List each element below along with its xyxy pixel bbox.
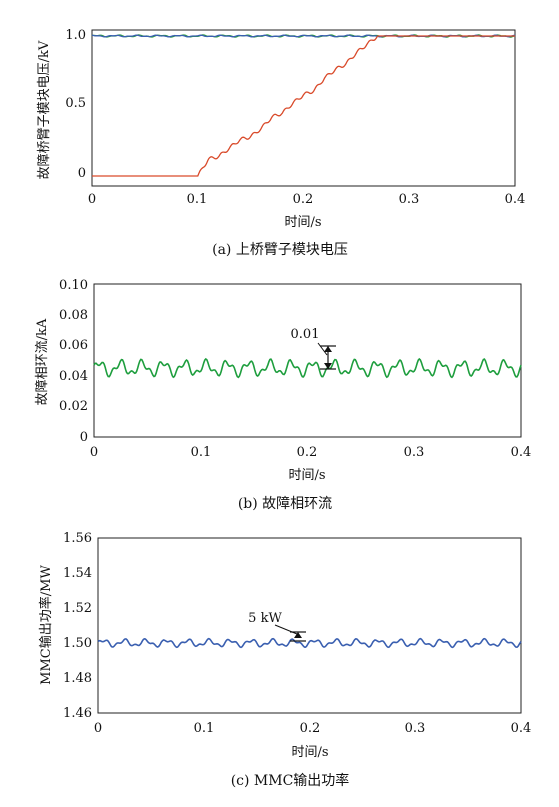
y-tick-a: 1.0 xyxy=(65,28,86,43)
x-tick-a: 0.2 xyxy=(293,192,314,207)
y-tick-b: 0.02 xyxy=(59,399,88,414)
x-tick-b: 0.1 xyxy=(191,445,212,460)
x-tick-a: 0 xyxy=(88,192,96,207)
plot-area-a xyxy=(91,29,516,187)
chart-b: 0.01 0 0.02 0.04 0.06 0.08 0.10 0 0.1 0.… xyxy=(35,278,531,512)
x-tick-a: 0.1 xyxy=(187,192,208,207)
y-tick-a: 0 xyxy=(78,166,86,181)
y-tick-c: 1.46 xyxy=(63,706,92,721)
y-tick-b: 0.08 xyxy=(59,308,88,323)
caption-b: (b) 故障相环流 xyxy=(238,496,332,512)
x-axis-label-a: 时间/s xyxy=(284,215,321,230)
y-tick-c: 1.48 xyxy=(63,671,92,686)
series-line-a-1 xyxy=(91,34,516,38)
y-tick-b: 0.10 xyxy=(59,278,88,293)
chart-a: 0 0.5 1.0 0 0.1 0.2 0.3 0.4 时间/s 故障桥臂子模块… xyxy=(37,28,525,258)
y-ticks-b: 0 0.02 0.04 0.06 0.08 0.10 xyxy=(59,278,88,445)
x-tick-a: 0.3 xyxy=(399,192,420,207)
annotation-b: 0.01 xyxy=(291,327,336,370)
x-axis-label-b: 时间/s xyxy=(288,468,325,483)
annotation-b-text: 0.01 xyxy=(291,327,320,342)
y-axis-label-a: 故障桥臂子模块电压/kV xyxy=(37,40,52,179)
y-tick-a: 0.5 xyxy=(65,96,86,111)
y-tick-c: 1.54 xyxy=(63,566,92,581)
chart-c: 5 kW 1.46 1.48 1.50 1.52 1.54 1.56 0 0.1… xyxy=(38,531,531,789)
x-tick-b: 0 xyxy=(90,445,98,460)
x-tick-b: 0.2 xyxy=(297,445,318,460)
x-ticks-c: 0 0.1 0.2 0.3 0.4 xyxy=(94,721,531,736)
series-group-c xyxy=(97,637,522,649)
annotation-b-arrowhead-bottom xyxy=(324,363,332,369)
x-tick-c: 0.4 xyxy=(511,721,532,736)
y-ticks-c: 1.46 1.48 1.50 1.52 1.54 1.56 xyxy=(63,531,92,721)
annotation-c-text: 5 kW xyxy=(248,611,282,626)
y-tick-b: 0 xyxy=(80,430,88,445)
plot-frame-a xyxy=(91,29,516,187)
series-line-c-0 xyxy=(97,637,522,649)
annotation-c: 5 kW xyxy=(248,611,306,642)
plot-frame-c xyxy=(97,537,522,714)
y-tick-c: 1.52 xyxy=(63,601,92,616)
annotation-c-leader xyxy=(274,624,298,635)
y-axis-label-c: MMC输出功率/MW xyxy=(38,565,54,685)
series-group-a xyxy=(91,34,516,177)
x-tick-a: 0.4 xyxy=(505,192,526,207)
x-tick-c: 0 xyxy=(94,721,102,736)
y-tick-b: 0.06 xyxy=(59,338,88,353)
x-tick-c: 0.1 xyxy=(194,721,215,736)
y-ticks-a: 0 0.5 1.0 xyxy=(65,28,86,181)
annotation-b-leader xyxy=(317,342,328,356)
x-axis-label-c: 时间/s xyxy=(291,745,328,760)
y-tick-c: 1.50 xyxy=(63,636,92,651)
caption-c: (c) MMC输出功率 xyxy=(231,772,350,789)
y-axis-label-b: 故障相环流/kA xyxy=(35,318,50,405)
annotation-b-arrowhead-top xyxy=(324,346,332,352)
y-tick-c: 1.56 xyxy=(63,531,92,546)
series-line-b-0 xyxy=(93,357,522,379)
caption-a: (a) 上桥臂子模块电压 xyxy=(212,242,348,258)
annotation-c-arrowhead xyxy=(294,632,302,638)
series-group-b xyxy=(93,357,522,379)
x-tick-b: 0.4 xyxy=(511,445,532,460)
x-tick-b: 0.3 xyxy=(404,445,425,460)
x-tick-c: 0.3 xyxy=(405,721,426,736)
plot-frame-b xyxy=(93,283,522,438)
x-ticks-b: 0 0.1 0.2 0.3 0.4 xyxy=(90,445,531,460)
y-tick-b: 0.04 xyxy=(59,369,88,384)
x-tick-c: 0.2 xyxy=(300,721,321,736)
x-ticks-a: 0 0.1 0.2 0.3 0.4 xyxy=(88,192,525,207)
series-line-a-2 xyxy=(92,35,515,177)
plot-area-b: 0.01 xyxy=(93,283,522,438)
plot-area-c: 5 kW xyxy=(97,537,522,714)
